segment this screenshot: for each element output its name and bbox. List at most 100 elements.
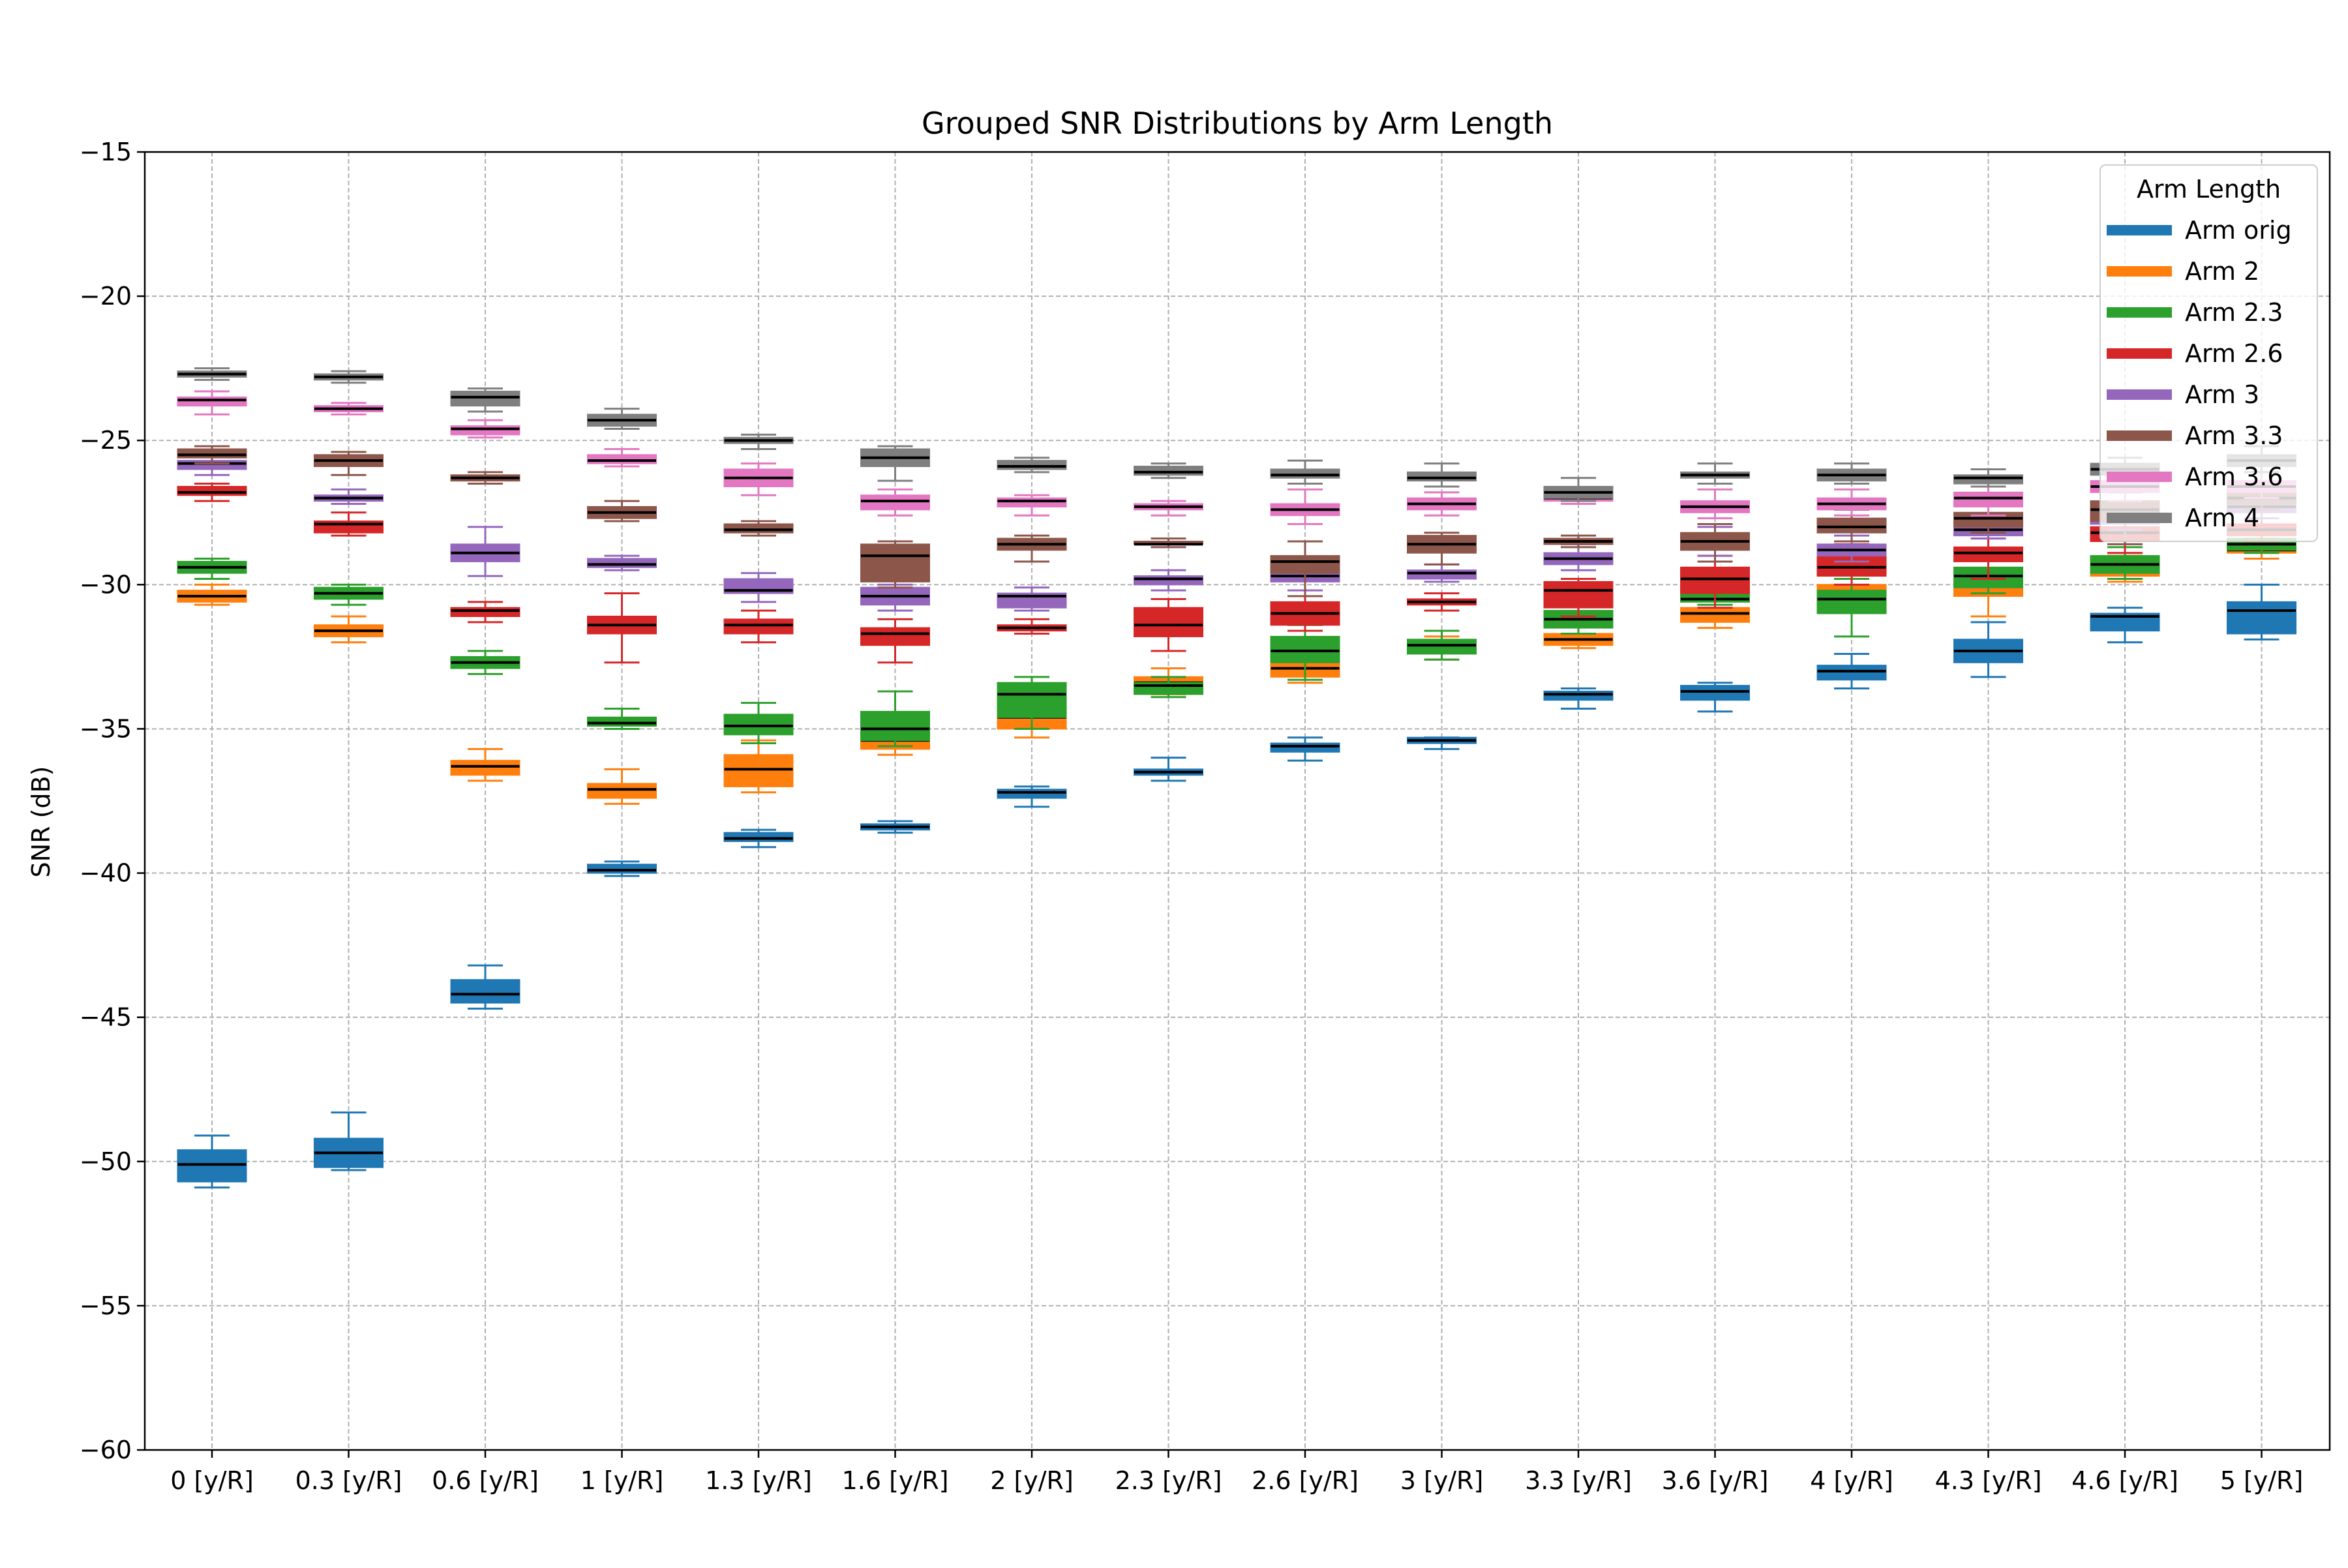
y-axis-label: SNR (dB) (27, 766, 55, 878)
box-body (997, 497, 1067, 507)
box-arm-orig-1 (314, 1111, 384, 1171)
box-arm-3-6 (997, 586, 1067, 612)
box-arm-orig-10 (1543, 687, 1614, 710)
box-body (723, 523, 794, 534)
box-arm-3-6-0 (177, 390, 247, 415)
box-arm-3-4 (723, 572, 794, 603)
box-arm-3-3 (587, 554, 657, 571)
box-arm-3-6-1 (314, 402, 384, 415)
legend-swatch (2107, 389, 2172, 400)
box-arm-2-3-9 (1407, 629, 1477, 661)
x-tick-label: 1 [y/R] (580, 1466, 664, 1495)
box-body (1543, 690, 1614, 701)
box-arm-3-1 (314, 488, 384, 505)
x-tick-label: 2 [y/R] (990, 1466, 1074, 1495)
box-arm-2-6-5 (860, 618, 930, 664)
box-arm-3-6-3 (587, 447, 657, 468)
legend-label: Arm 3.6 (2185, 462, 2283, 491)
box-arm-4-0 (177, 367, 247, 381)
legend-swatch (2107, 430, 2172, 441)
box-arm-3-3-0 (177, 445, 247, 465)
box-arm-3-7 (1134, 569, 1203, 592)
box-body (723, 618, 794, 635)
box-arm-2-3-12 (1816, 577, 1887, 638)
box-body (450, 391, 520, 407)
box-arm-3-6-8 (1270, 488, 1340, 525)
box-arm-4-3 (587, 408, 657, 430)
box-body (450, 760, 520, 776)
box-body (723, 714, 794, 736)
legend-swatch (2107, 348, 2172, 359)
x-tick-label: 3.6 [y/R] (1662, 1466, 1769, 1495)
y-tick-label: −20 (80, 282, 132, 310)
box-arm-4-4 (723, 433, 794, 450)
box-arm-4-2 (450, 387, 520, 413)
box-arm-4-10 (1543, 477, 1614, 502)
y-tick-label: −55 (80, 1291, 132, 1320)
y-tick-label: −35 (80, 714, 132, 743)
boxes-layer (177, 367, 2296, 1189)
box-arm-orig-14 (2090, 607, 2160, 644)
box-body (860, 494, 930, 511)
box-arm-2-3-4 (723, 702, 794, 745)
y-tick-label: −30 (80, 570, 132, 599)
box-arm-2-6-2 (450, 601, 520, 624)
legend-box (2100, 164, 2318, 542)
x-tick-label: 1.6 [y/R] (842, 1466, 949, 1495)
box-arm-3-3-2 (450, 471, 520, 485)
box-arm-orig-9 (1407, 736, 1477, 750)
box-body (587, 716, 657, 727)
x-tick-label: 4 [y/R] (1810, 1466, 1893, 1495)
box-arm-2-3-7 (1134, 676, 1203, 699)
y-tick-label: −60 (80, 1436, 132, 1464)
box-body (1270, 635, 1340, 663)
box-body (1407, 569, 1477, 580)
box-arm-3-2 (450, 526, 520, 577)
box-body (177, 1149, 247, 1183)
box-arm-2-2 (450, 747, 520, 782)
box-arm-4-8 (1270, 459, 1340, 485)
box-body (450, 425, 520, 436)
box-arm-4-13 (1953, 468, 2023, 488)
legend-swatch (2107, 307, 2172, 318)
legend-label: Arm orig (2185, 216, 2292, 245)
box-body (587, 864, 657, 874)
box-arm-3-3-7 (1134, 537, 1203, 549)
box-arm-3-3-6 (997, 534, 1067, 563)
legend: Arm Length Arm orig Arm 2 Arm 2.3 Arm 2.6 Arm… (2100, 164, 2318, 542)
box-arm-2-3-1 (314, 583, 384, 606)
box-body (1953, 491, 2023, 507)
y-tick-label: −15 (80, 138, 132, 166)
box-arm-2-3-3 (587, 707, 657, 730)
box-body (1270, 742, 1340, 753)
box-arm-orig-13 (1953, 621, 2023, 678)
legend-label: Arm 2 (2185, 257, 2259, 286)
chart-title: Grouped SNR Distributions by Arm Length (922, 106, 1553, 141)
x-tick-label: 4.6 [y/R] (2071, 1466, 2178, 1495)
box-arm-3-3-11 (1680, 522, 1750, 563)
box-arm-orig-2 (450, 964, 520, 1010)
box-arm-3-6-2 (450, 419, 520, 439)
box-arm-3-9 (1407, 563, 1477, 583)
box-arm-orig-8 (1270, 736, 1340, 762)
box-arm-2-6-3 (587, 592, 657, 664)
box-body (450, 607, 520, 617)
box-body (1680, 685, 1750, 701)
legend-swatch (2107, 513, 2172, 523)
x-tick-label: 2.6 [y/R] (1252, 1466, 1359, 1495)
box-body (997, 682, 1067, 718)
box-arm-4-12 (1816, 462, 1887, 485)
box-arm-3-3-1 (314, 451, 384, 476)
box-body (860, 710, 930, 742)
box-body (1543, 580, 1614, 609)
box-body (177, 485, 247, 496)
box-body (1953, 474, 2023, 485)
box-arm-4-11 (1680, 462, 1750, 485)
box-arm-2-3-0 (177, 558, 247, 580)
box-arm-3-3-10 (1543, 534, 1614, 549)
box-body (450, 979, 520, 1004)
box-body (997, 460, 1067, 470)
box-body (1134, 575, 1203, 586)
box-arm-3-3-8 (1270, 540, 1340, 597)
box-arm-orig-12 (1816, 652, 1887, 690)
